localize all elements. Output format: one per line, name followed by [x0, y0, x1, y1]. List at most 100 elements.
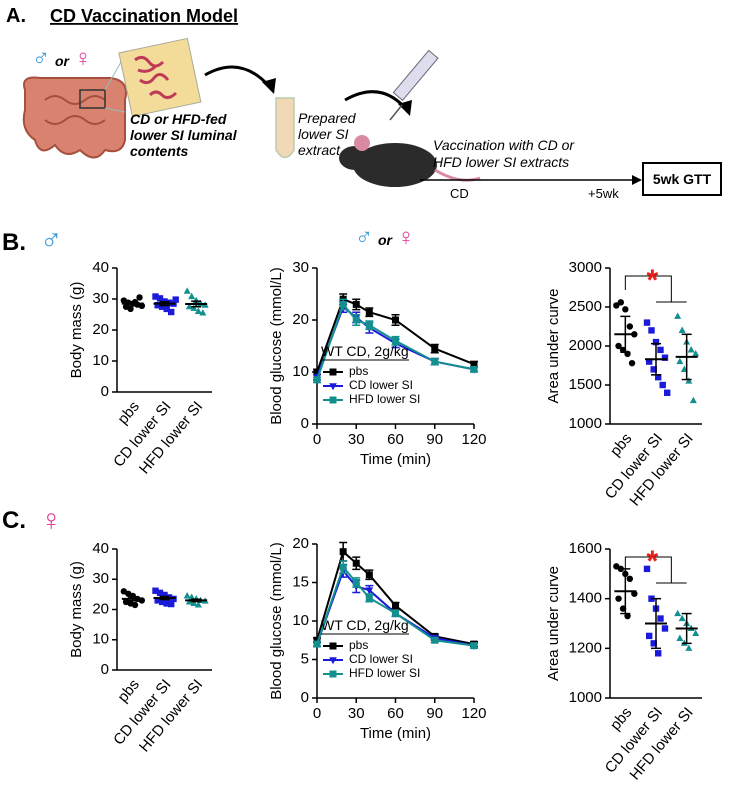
marker — [674, 312, 682, 319]
legend-label: CD lower SI — [349, 378, 413, 392]
marker — [131, 601, 139, 609]
marker — [313, 376, 321, 384]
marker — [352, 300, 360, 308]
female-symbol: ♀ — [74, 45, 92, 72]
contents-text: contents — [130, 143, 189, 159]
marker — [168, 308, 175, 316]
marker — [661, 354, 669, 361]
marker — [152, 587, 159, 594]
marker — [168, 600, 175, 608]
legend-title: WT CD, 2g/kg — [321, 343, 409, 359]
y-axis-label: Area under curve — [545, 288, 562, 403]
marker — [470, 642, 478, 650]
marker — [650, 640, 657, 647]
marker — [365, 587, 374, 595]
y-tick-label: 10 — [292, 612, 309, 629]
marker — [352, 316, 360, 324]
y-tick-label: 1500 — [569, 376, 602, 393]
extract-text: Prepared — [298, 110, 357, 126]
or-text: or — [55, 53, 71, 69]
diet-text: CD — [450, 186, 469, 201]
marker — [163, 305, 170, 313]
y-tick-label: 30 — [92, 290, 109, 307]
marker — [692, 629, 700, 636]
x-tick-label: 60 — [387, 431, 404, 448]
marker — [685, 377, 693, 384]
marker — [127, 305, 134, 313]
marker — [183, 287, 191, 294]
arrow — [344, 90, 407, 110]
marker — [615, 342, 622, 350]
y-tick-label: 20 — [292, 535, 309, 552]
y-tick-label: 5 — [301, 650, 309, 667]
marker — [685, 644, 693, 651]
y-axis-label: Body mass (g) — [68, 282, 85, 379]
row-label: B. — [2, 229, 26, 256]
marker — [392, 609, 399, 617]
marker — [172, 296, 179, 303]
legend-label: pbs — [349, 364, 368, 378]
x-tick-label: 90 — [426, 431, 443, 448]
marker — [329, 383, 337, 391]
marker — [643, 319, 651, 326]
y-tick-label: 30 — [292, 259, 309, 276]
marker — [657, 615, 664, 622]
or-text: or — [378, 232, 394, 248]
legend-label: HFD lower SI — [349, 666, 420, 680]
vaccination-text: HFD lower SI extracts — [433, 154, 569, 170]
y-axis-label: Blood glucose (mmol/L) — [268, 542, 285, 700]
marker — [664, 389, 671, 396]
y-tick-label: 3000 — [569, 259, 602, 276]
endpoint-text: 5wk GTT — [653, 171, 712, 187]
marker — [626, 575, 634, 582]
marker — [156, 589, 164, 597]
marker — [646, 358, 653, 365]
x-axis-label: Time (min) — [360, 725, 431, 742]
marker — [655, 374, 662, 381]
panel-title: CD Vaccination Model — [50, 6, 238, 26]
y-axis-label: Blood glucose (mmol/L) — [268, 267, 285, 425]
y-tick-label: 1200 — [569, 639, 602, 656]
y-tick-label: 40 — [92, 259, 109, 276]
significance-star: * — [646, 545, 658, 578]
row-sex: ♀ — [40, 504, 63, 537]
marker — [190, 599, 198, 607]
marker — [628, 359, 636, 367]
marker — [154, 302, 161, 309]
marker — [365, 321, 373, 329]
marker — [613, 302, 620, 309]
marker — [676, 634, 684, 641]
significance-bracket — [624, 556, 687, 584]
marker — [692, 349, 700, 357]
extract-text: lower SI — [298, 126, 349, 142]
x-tick-label: 120 — [461, 705, 486, 722]
legend-title: WT CD, 2g/kg — [321, 617, 409, 633]
x-tick-label: pbs — [114, 398, 143, 427]
x-tick-label: 0 — [313, 431, 321, 448]
male-symbol: ♂ — [32, 45, 50, 72]
marker — [136, 294, 143, 301]
marker — [470, 360, 478, 368]
y-tick-label: 1000 — [569, 689, 602, 706]
contents-text: CD or HFD-fed — [130, 111, 227, 127]
y-tick-label: 40 — [92, 540, 109, 557]
marker — [392, 316, 399, 324]
arrow — [204, 65, 270, 87]
arrowhead — [398, 100, 412, 116]
marker — [156, 295, 164, 302]
vaccination-text: Vaccination with CD or — [433, 137, 575, 153]
y-tick-label: 2000 — [569, 337, 602, 354]
marker — [183, 592, 191, 599]
marker — [615, 595, 622, 602]
marker — [617, 299, 625, 306]
marker — [659, 381, 666, 389]
x-tick-label: 0 — [313, 705, 321, 722]
y-axis-label: Body mass (g) — [68, 561, 85, 658]
legend-label: pbs — [349, 638, 368, 652]
marker — [365, 308, 373, 316]
y-tick-label: 0 — [101, 661, 109, 678]
x-tick-label: 90 — [426, 705, 443, 722]
y-tick-label: 20 — [92, 600, 109, 617]
marker — [188, 292, 196, 300]
